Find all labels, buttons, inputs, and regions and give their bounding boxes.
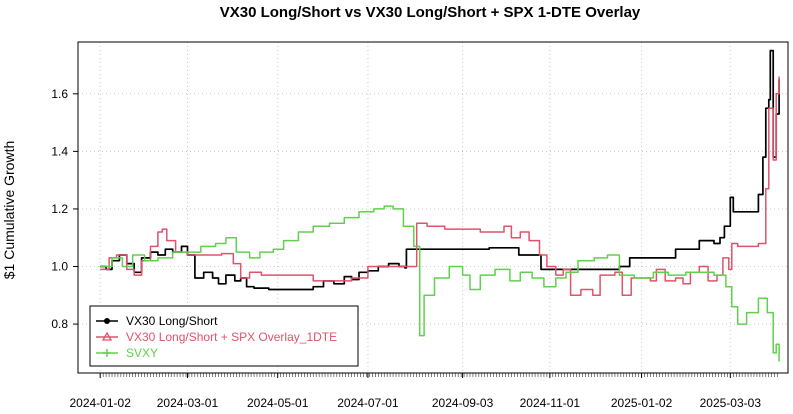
series-layer bbox=[100, 49, 780, 362]
y-axis-label: $1 Cumulative Growth bbox=[1, 141, 17, 280]
plot-frame bbox=[77, 41, 789, 374]
legend-marker-plus bbox=[103, 349, 111, 357]
x-tick-label: 2025-03-03 bbox=[700, 396, 762, 410]
y-tick-label: 0.8 bbox=[51, 317, 68, 331]
x-tick-label: 2024-03-01 bbox=[157, 396, 219, 410]
legend-label-2: SVXY bbox=[126, 346, 158, 360]
legend: VX30 Long/Short VX30 Long/Short + SPX Ove… bbox=[89, 305, 359, 367]
legend-label-0: VX30 Long/Short bbox=[126, 314, 218, 328]
x-tick-label: 2024-07-01 bbox=[337, 396, 399, 410]
series-line-2 bbox=[100, 205, 780, 362]
x-tick-label: 2025-01-02 bbox=[611, 396, 673, 410]
x-tick-label: 2024-05-01 bbox=[247, 396, 309, 410]
y-tick-label: 1.2 bbox=[51, 202, 68, 216]
legend-marker-triangle bbox=[101, 331, 113, 341]
x-axis: 2024-01-02 2024-03-01 2024-05-01 2024-07-01… bbox=[69, 373, 778, 410]
y-tick-label: 1.6 bbox=[51, 87, 68, 101]
y-axis: 0.8 1.0 1.2 1.4 1.6 bbox=[51, 87, 78, 331]
x-tick-label: 2024-11-01 bbox=[520, 396, 581, 410]
y-tick-label: 1.0 bbox=[51, 260, 68, 274]
legend-label-1: VX30 Long/Short + SPX Overlay_1DTE bbox=[126, 330, 337, 344]
x-tick-label: 2024-01-02 bbox=[69, 396, 131, 410]
legend-box bbox=[89, 305, 359, 367]
legend-marker-circle bbox=[104, 318, 110, 324]
x-tick-label: 2024-09-03 bbox=[432, 396, 494, 410]
chart-title: VX30 Long/Short vs VX30 Long/Short + SPX… bbox=[220, 4, 641, 21]
y-tick-label: 1.4 bbox=[51, 144, 68, 158]
